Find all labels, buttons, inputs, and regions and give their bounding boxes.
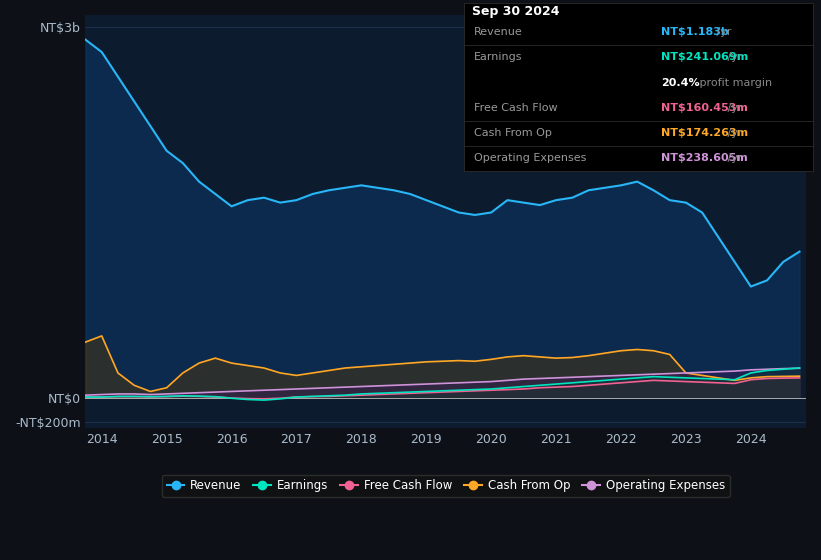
Text: Free Cash Flow: Free Cash Flow	[474, 103, 557, 113]
Text: NT$1.183b: NT$1.183b	[661, 27, 729, 38]
Legend: Revenue, Earnings, Free Cash Flow, Cash From Op, Operating Expenses: Revenue, Earnings, Free Cash Flow, Cash …	[162, 474, 730, 497]
Text: Revenue: Revenue	[474, 27, 522, 38]
Text: Operating Expenses: Operating Expenses	[474, 153, 586, 164]
Text: /yr: /yr	[713, 27, 732, 38]
Text: 20.4%: 20.4%	[661, 78, 699, 88]
Text: NT$174.263m: NT$174.263m	[661, 128, 748, 138]
Text: NT$160.453m: NT$160.453m	[661, 103, 748, 113]
Text: Cash From Op: Cash From Op	[474, 128, 552, 138]
Text: Earnings: Earnings	[474, 53, 522, 63]
Text: profit margin: profit margin	[696, 78, 773, 88]
Text: NT$241.069m: NT$241.069m	[661, 53, 748, 63]
Text: NT$238.605m: NT$238.605m	[661, 153, 748, 164]
Text: /yr: /yr	[724, 53, 743, 63]
Text: /yr: /yr	[724, 128, 743, 138]
Text: /yr: /yr	[724, 103, 743, 113]
Text: /yr: /yr	[724, 153, 743, 164]
Text: Sep 30 2024: Sep 30 2024	[472, 5, 560, 18]
